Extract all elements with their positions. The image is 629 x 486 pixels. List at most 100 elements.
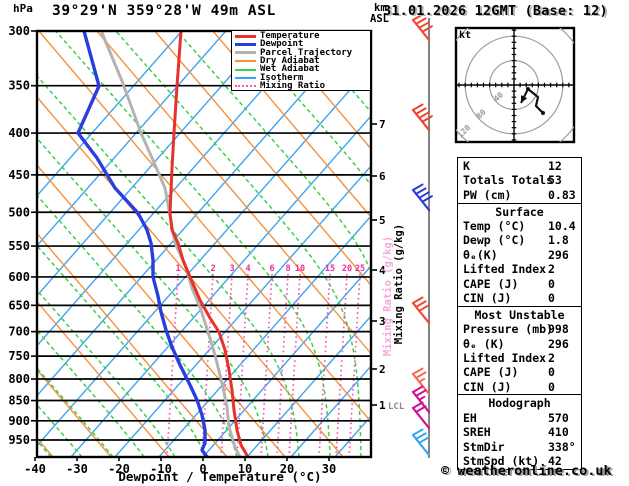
indices-row: PW (cm) 0.83	[458, 188, 581, 202]
legend-item-label: Dry Adiabat	[260, 56, 320, 67]
index-value: 570	[548, 410, 569, 425]
index-value: 296	[548, 247, 569, 262]
temperature-tick-label: 0	[199, 462, 206, 476]
mixing-ratio-axis-label: Mixing Ratio (g/kg)	[393, 224, 405, 344]
index-label: CIN (J)	[463, 379, 512, 394]
index-value: 998	[548, 322, 569, 337]
temperature-tick-label: -20	[108, 462, 130, 476]
pressure-tick-label: 950	[8, 433, 30, 447]
index-value: 0	[548, 276, 555, 291]
mixing-ratio-value-label: 10	[295, 264, 305, 274]
indices-box-title: Most Unstable	[474, 307, 565, 322]
indices-row: Totals Totals 53	[458, 173, 581, 187]
wind-barb	[411, 401, 431, 430]
indices-row: CIN (J) 0	[458, 291, 581, 305]
pressure-tick-label: 650	[8, 298, 30, 312]
legend-item-label: Parcel Trajectory	[260, 47, 353, 58]
pressure-tick-label: 550	[8, 239, 30, 253]
datetime-title: 31.01.2026 12GMT (Base: 12)	[383, 3, 608, 19]
pressure-tick-label: 300	[8, 24, 30, 38]
mixing-ratio-value-label: 1	[175, 264, 180, 274]
indices-row: SREH 410	[458, 425, 581, 439]
indices-row: K 12	[458, 159, 581, 173]
temperature-tick-label: -40	[24, 462, 46, 476]
indices-row: Dewp (°C) 1.8	[458, 233, 581, 247]
indices-row: Lifted Index 2	[458, 262, 581, 276]
index-value: 2	[548, 262, 555, 277]
pressure-tick-label: 850	[8, 394, 30, 408]
index-label: StmDir	[463, 439, 505, 454]
pressure-unit-label: hPa	[13, 2, 33, 15]
wind-barb	[411, 183, 433, 212]
legend-line-sample	[235, 51, 256, 55]
index-value: 338°	[548, 439, 576, 454]
altitude-unit-label-km: km	[374, 2, 387, 14]
pressure-tick-label: 900	[8, 414, 30, 428]
legend-line-sample	[235, 60, 256, 63]
index-value: 0	[548, 379, 555, 394]
pressure-tick-label: 750	[8, 349, 30, 363]
index-label: CAPE (J)	[463, 276, 519, 291]
legend-item: Parcel Trajectory	[235, 47, 370, 58]
altitude-tick-label: 4	[379, 264, 386, 277]
index-value: 296	[548, 336, 569, 351]
altitude-tick-label: 7	[379, 118, 386, 131]
index-label: Totals Totals	[463, 173, 554, 188]
altitude-tick-label: 1	[379, 399, 386, 412]
indices-row: Pressure (mb) 998	[458, 322, 581, 336]
legend-item-label: Isotherm	[260, 72, 304, 83]
index-value: 410	[548, 425, 569, 440]
index-value: 12	[548, 159, 562, 173]
altitude-tick-label: 6	[379, 170, 386, 183]
pressure-tick-label: 800	[8, 372, 30, 386]
index-label: Pressure (mb)	[463, 322, 554, 337]
indices-panel: K 12 Totals Totals 53 PW (cm) 0.83 Surface Temp…	[457, 157, 582, 471]
plot-background: 1 2 3 4 6 8 10 15 20 25	[37, 31, 371, 457]
wind-barb	[411, 103, 433, 132]
legend-item: Mixing Ratio	[235, 81, 370, 91]
legend-item-label: Dewpoint	[260, 39, 304, 50]
temperature-tick-label: -10	[150, 462, 172, 476]
legend-item: Dewpoint	[235, 39, 370, 50]
wind-barb	[411, 428, 431, 457]
hodograph-trace	[527, 88, 544, 114]
index-value: 0	[548, 290, 555, 305]
x-axis-title: Dewpoint / Temperature (°C)	[118, 469, 322, 484]
index-label: Temp (°C)	[463, 218, 526, 233]
copyright-text: © weatheronline.co.uk	[441, 463, 612, 479]
altitude-tick-label: 2	[379, 363, 386, 376]
temperature-curve	[168, 31, 250, 457]
indices-box-title: Surface	[495, 204, 544, 219]
legend-item: Wet Adiabat	[235, 65, 370, 74]
parcel-trajectory-curve	[100, 31, 242, 457]
wind-barb	[411, 13, 433, 42]
index-label: Lifted Index	[463, 350, 547, 365]
legend-item-label: Temperature	[260, 31, 320, 41]
mixing-ratio-value-label: 8	[285, 264, 290, 274]
pressure-tick-label: 450	[8, 168, 30, 182]
legend-item: Dry Adiabat	[235, 56, 370, 67]
indices-row: Temp (°C) 10.4	[458, 219, 581, 233]
legend-line-sample	[235, 43, 256, 47]
legend-line-sample	[235, 34, 256, 38]
lcl-marker-label: LCL	[388, 402, 405, 412]
indices-box: Surface Temp (°C) 10.4 Dewp (°C) 1.8 θₑ(K) 296…	[457, 202, 582, 308]
wind-barb	[411, 385, 431, 414]
indices-row: CIN (J) 0	[458, 380, 581, 394]
altitude-tick-label: 3	[379, 315, 386, 328]
hodograph-unit-label: kt	[459, 30, 472, 41]
mixing-ratio-value-label: 4	[245, 264, 250, 274]
indices-row: CAPE (J) 0	[458, 365, 581, 379]
indices-row: EH 570	[458, 411, 581, 425]
temperature-tick-label: 30	[322, 462, 336, 476]
altitude-unit-label-asl: ASL	[370, 13, 389, 25]
legend-item-label: Mixing Ratio	[260, 81, 326, 91]
legend-item: Temperature	[235, 31, 370, 41]
index-label: K	[463, 159, 470, 173]
temperature-tick-label: 20	[280, 462, 294, 476]
pressure-tick-label: 700	[8, 325, 30, 339]
pressure-tick-label: 350	[8, 79, 30, 93]
mixing-ratio-axis-label-shadow: Mixing Ratio (g/kg)	[382, 236, 394, 356]
